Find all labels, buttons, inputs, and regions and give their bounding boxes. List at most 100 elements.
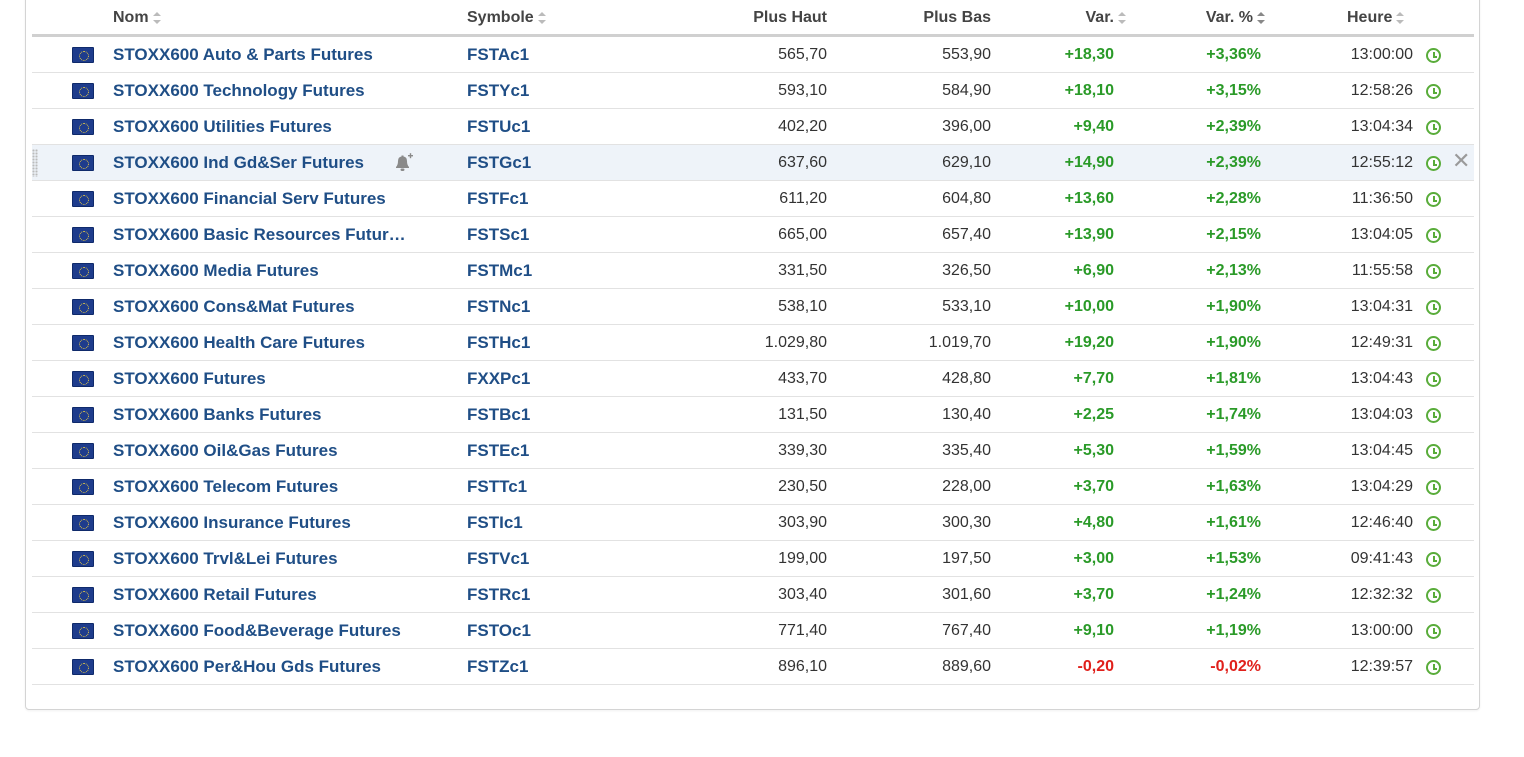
clock-icon (1426, 84, 1441, 99)
low-value: 657,40 (942, 226, 991, 243)
symbol-link[interactable]: FSTBc1 (467, 405, 531, 424)
symbol-link[interactable]: FSTFc1 (467, 189, 529, 208)
clock-icon (1426, 48, 1441, 63)
column-header-symbol[interactable]: Symbole (467, 9, 546, 27)
time-value: 09:41:43 (1350, 550, 1413, 567)
change-value: +3,70 (1073, 478, 1114, 495)
eu-flag-icon (72, 407, 94, 423)
high-value: 896,10 (778, 658, 827, 675)
instrument-name-link[interactable]: STOXX600 Basic Resources Futur… (113, 225, 406, 244)
symbol-link[interactable]: FSTYc1 (467, 81, 530, 100)
column-header-change-pct[interactable]: Var. % (1152, 9, 1265, 27)
table-row[interactable]: STOXX600 Per&Hou Gds Futures FSTZc1 896,10… (32, 649, 1474, 685)
instrument-name-link[interactable]: STOXX600 Food&Beverage Futures (113, 621, 401, 640)
instrument-name-link[interactable]: STOXX600 Retail Futures (113, 585, 317, 604)
clock-icon (1426, 408, 1441, 423)
add-alert-icon[interactable] (392, 153, 414, 173)
table-body: STOXX600 Auto & Parts Futures FSTAc1 565,7… (32, 37, 1474, 685)
eu-flag-icon (72, 191, 94, 207)
table-row[interactable]: STOXX600 Banks Futures FSTBc1 131,50 130,40… (32, 397, 1474, 433)
change-pct-value: +2,15% (1206, 226, 1261, 243)
instrument-name-link[interactable]: STOXX600 Ind Gd&Ser Futures (113, 153, 364, 172)
instrument-name-link[interactable]: STOXX600 Technology Futures (113, 81, 365, 100)
column-header-time-label: Heure (1347, 9, 1393, 26)
time-value: 13:04:05 (1350, 226, 1413, 243)
change-value: +7,70 (1073, 370, 1114, 387)
instrument-name-link[interactable]: STOXX600 Health Care Futures (113, 333, 365, 352)
low-value: 396,00 (942, 118, 991, 135)
change-pct-value: +3,36% (1206, 46, 1261, 63)
symbol-link[interactable]: FSTSc1 (467, 225, 530, 244)
table-row[interactable]: STOXX600 Oil&Gas Futures FSTEc1 339,30 335,… (32, 433, 1474, 469)
eu-flag-icon (72, 155, 94, 171)
instrument-name-link[interactable]: STOXX600 Futures (113, 369, 266, 388)
change-value: +13,60 (1064, 190, 1114, 207)
high-value: 303,40 (778, 586, 827, 603)
change-pct-value: +1,90% (1206, 298, 1261, 315)
instrument-name-link[interactable]: STOXX600 Utilities Futures (113, 117, 332, 136)
symbol-link[interactable]: FSTIc1 (467, 513, 523, 532)
symbol-link[interactable]: FSTTc1 (467, 477, 528, 496)
column-header-change[interactable]: Var. (1022, 9, 1126, 27)
table-row[interactable]: STOXX600 Technology Futures FSTYc1 593,10 5… (32, 73, 1474, 109)
close-icon[interactable]: ✕ (1452, 149, 1471, 174)
table-row[interactable]: STOXX600 Retail Futures FSTRc1 303,40 301,6… (32, 577, 1474, 613)
symbol-link[interactable]: FSTEc1 (467, 441, 530, 460)
table-row[interactable]: STOXX600 Ind Gd&Ser Futures FSTGc1 637,60… (32, 145, 1474, 181)
symbol-link[interactable]: FSTVc1 (467, 549, 530, 568)
instrument-name-link[interactable]: STOXX600 Oil&Gas Futures (113, 441, 338, 460)
high-value: 538,10 (778, 298, 827, 315)
symbol-link[interactable]: FSTAc1 (467, 45, 530, 64)
table-row[interactable]: STOXX600 Trvl&Lei Futures FSTVc1 199,00 197… (32, 541, 1474, 577)
column-header-name-label: Nom (113, 9, 149, 26)
table-row[interactable]: STOXX600 Insurance Futures FSTIc1 303,90 30… (32, 505, 1474, 541)
table-row[interactable]: STOXX600 Auto & Parts Futures FSTAc1 565,7… (32, 37, 1474, 73)
instrument-name-link[interactable]: STOXX600 Per&Hou Gds Futures (113, 657, 381, 676)
column-header-symbol-label: Symbole (467, 9, 534, 26)
sort-icon (1257, 11, 1265, 24)
symbol-link[interactable]: FSTHc1 (467, 333, 531, 352)
symbol-link[interactable]: FSTZc1 (467, 657, 529, 676)
high-value: 637,60 (778, 154, 827, 171)
symbol-link[interactable]: FSTRc1 (467, 585, 531, 604)
instrument-name-link[interactable]: STOXX600 Trvl&Lei Futures (113, 549, 338, 568)
drag-handle-icon[interactable] (32, 149, 38, 177)
table-row[interactable]: STOXX600 Utilities Futures FSTUc1 402,20 39… (32, 109, 1474, 145)
high-value: 433,70 (778, 370, 827, 387)
table-row[interactable]: STOXX600 Telecom Futures FSTTc1 230,50 228,… (32, 469, 1474, 505)
table-row[interactable]: STOXX600 Health Care Futures FSTHc1 1.029,… (32, 325, 1474, 361)
column-header-time[interactable]: Heure (1347, 9, 1405, 27)
low-value: 889,60 (942, 658, 991, 675)
clock-icon (1426, 660, 1441, 675)
low-value: 1.019,70 (928, 334, 991, 351)
high-value: 665,00 (778, 226, 827, 243)
symbol-link[interactable]: FSTUc1 (467, 117, 531, 136)
clock-icon (1426, 588, 1441, 603)
instrument-name-link[interactable]: STOXX600 Financial Serv Futures (113, 189, 386, 208)
change-pct-value: +1,81% (1206, 370, 1261, 387)
high-value: 199,00 (778, 550, 827, 567)
table-row[interactable]: STOXX600 Futures FXXPc1 433,70 428,80 +7,70 +… (32, 361, 1474, 397)
instrument-name-link[interactable]: STOXX600 Banks Futures (113, 405, 322, 424)
instrument-name-link[interactable]: STOXX600 Cons&Mat Futures (113, 297, 355, 316)
table-row[interactable]: STOXX600 Cons&Mat Futures FSTNc1 538,10 533… (32, 289, 1474, 325)
change-value: +9,10 (1073, 622, 1114, 639)
time-value: 12:58:26 (1350, 82, 1413, 99)
symbol-link[interactable]: FXXPc1 (467, 369, 531, 388)
column-header-name[interactable]: Nom (113, 9, 161, 27)
instrument-name-link[interactable]: STOXX600 Insurance Futures (113, 513, 351, 532)
high-value: 771,40 (778, 622, 827, 639)
symbol-link[interactable]: FSTNc1 (467, 297, 531, 316)
instrument-name-link[interactable]: STOXX600 Media Futures (113, 261, 319, 280)
instrument-name-link[interactable]: STOXX600 Auto & Parts Futures (113, 45, 373, 64)
table-row[interactable]: STOXX600 Basic Resources Futur… FSTSc1 665… (32, 217, 1474, 253)
symbol-link[interactable]: FSTMc1 (467, 261, 533, 280)
symbol-link[interactable]: FSTGc1 (467, 153, 532, 172)
instrument-name-link[interactable]: STOXX600 Telecom Futures (113, 477, 339, 496)
symbol-link[interactable]: FSTOc1 (467, 621, 531, 640)
time-value: 13:04:03 (1350, 406, 1413, 423)
table-row[interactable]: STOXX600 Food&Beverage Futures FSTOc1 771,… (32, 613, 1474, 649)
table-row[interactable]: STOXX600 Financial Serv Futures FSTFc1 611… (32, 181, 1474, 217)
table-row[interactable]: STOXX600 Media Futures FSTMc1 331,50 326,50… (32, 253, 1474, 289)
clock-icon (1426, 264, 1441, 279)
